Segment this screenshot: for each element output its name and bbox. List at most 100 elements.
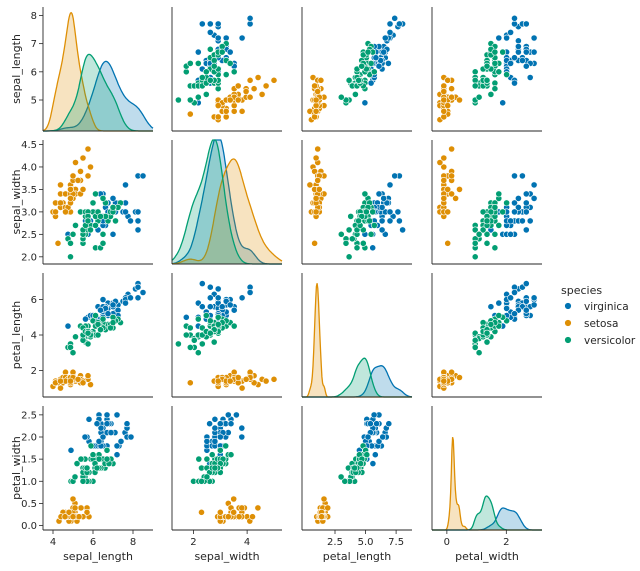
point-virginica (214, 285, 222, 293)
point-virginica (194, 48, 202, 56)
point-versicolor (495, 190, 503, 198)
point-versicolor (206, 45, 214, 53)
point-versicolor (202, 68, 210, 76)
point-setosa (234, 82, 242, 90)
point-virginica (522, 297, 530, 305)
point-virginica (113, 451, 121, 459)
point-versicolor (69, 230, 77, 238)
point-setosa (230, 107, 238, 115)
point-setosa (440, 113, 448, 121)
point-versicolor (347, 212, 355, 220)
point-versicolor (487, 208, 495, 216)
point-versicolor (495, 221, 503, 229)
panel-petal_width-vs-sepal_width: 2 4 sepal_width (171, 406, 282, 563)
point-versicolor (475, 230, 483, 238)
point-versicolor (194, 349, 202, 357)
kde-fill-setosa (432, 437, 542, 530)
point-versicolor (203, 455, 211, 463)
point-virginica (122, 299, 129, 307)
point-versicolor (479, 226, 487, 234)
point-versicolor (471, 336, 479, 344)
ytick-label: 0.0 (21, 521, 37, 532)
point-versicolor (483, 329, 491, 337)
point-virginica (367, 79, 375, 87)
point-virginica (226, 48, 234, 56)
xlabel-sepal_length: sepal_length (63, 550, 133, 563)
point-setosa (67, 194, 74, 202)
point-versicolor (337, 230, 345, 238)
point-virginica (386, 208, 394, 216)
point-versicolor (99, 315, 107, 323)
point-virginica (206, 29, 214, 36)
point-setosa (314, 176, 322, 184)
point-setosa (65, 508, 73, 516)
point-setosa (312, 208, 320, 216)
point-virginica (526, 74, 534, 81)
point-virginica (522, 62, 530, 70)
legend-marker-versicolor (564, 336, 572, 344)
panel-petal_length-vs-petal_width (431, 273, 542, 398)
point-virginica (380, 48, 388, 56)
point-setosa (57, 181, 64, 189)
point-versicolor (84, 329, 92, 337)
point-virginica (515, 203, 522, 211)
point-versicolor (483, 217, 491, 225)
point-setosa (198, 508, 205, 516)
point-setosa (84, 372, 92, 380)
point-versicolor (194, 315, 202, 323)
point-virginica (134, 208, 142, 216)
legend-marker-setosa (564, 319, 572, 327)
point-virginica (391, 172, 399, 180)
point-setosa (320, 495, 328, 503)
point-versicolor (491, 60, 499, 67)
point-versicolor (342, 239, 350, 247)
point-virginica (238, 34, 246, 42)
point-versicolor (72, 333, 79, 341)
xtick-label: 4 (244, 537, 250, 548)
point-virginica (206, 303, 214, 311)
ytick-label: 6 (31, 295, 37, 306)
point-versicolor (103, 446, 111, 454)
kde-line-setosa (172, 158, 283, 265)
point-versicolor (93, 464, 101, 472)
point-virginica (499, 99, 507, 107)
point-setosa (242, 375, 250, 383)
ytick-label: 2.5 (21, 410, 37, 421)
point-virginica (495, 299, 503, 307)
point-setosa (448, 85, 455, 93)
point-setosa (444, 76, 452, 84)
point-virginica (385, 420, 393, 428)
point-versicolor (362, 208, 370, 216)
ytick-label: 3.5 (21, 185, 37, 196)
point-versicolor (353, 244, 361, 252)
panel-petal_width-vs-sepal_length: 0.0 0.5 1.0 1.5 2.0 2.5 petal_width 4 6 8 sepal_le… (10, 406, 153, 563)
point-setosa (79, 185, 87, 193)
ytick-label: 6 (31, 67, 37, 78)
point-versicolor (491, 203, 499, 211)
point-virginica (139, 172, 147, 180)
point-setosa (254, 74, 262, 81)
point-setosa (87, 163, 94, 171)
point-versicolor (218, 43, 226, 50)
point-virginica (503, 304, 510, 312)
point-virginica (206, 294, 214, 302)
point-virginica (378, 217, 386, 225)
panel-sepal_length-vs-petal_width (431, 7, 542, 132)
point-setosa (306, 181, 314, 189)
xtick-label: 0 (444, 537, 450, 548)
legend-label-virginica: virginica (584, 301, 629, 313)
point-setosa (79, 379, 87, 387)
kde-fill-setosa (43, 12, 153, 132)
point-setosa (71, 504, 79, 512)
panel-sepal_length-vs-sepal_width (171, 7, 282, 132)
point-virginica (182, 313, 190, 321)
point-virginica (113, 442, 121, 450)
point-virginica (522, 190, 530, 198)
kde-line-virginica (43, 60, 154, 132)
xtick-label: 5.0 (358, 537, 374, 548)
point-versicolor (491, 48, 499, 56)
point-virginica (211, 424, 219, 432)
xtick-label: 8 (130, 537, 136, 548)
panel-petal_length-vs-sepal_length: 2 4 6 petal_length (10, 273, 153, 398)
point-versicolor (471, 226, 479, 234)
